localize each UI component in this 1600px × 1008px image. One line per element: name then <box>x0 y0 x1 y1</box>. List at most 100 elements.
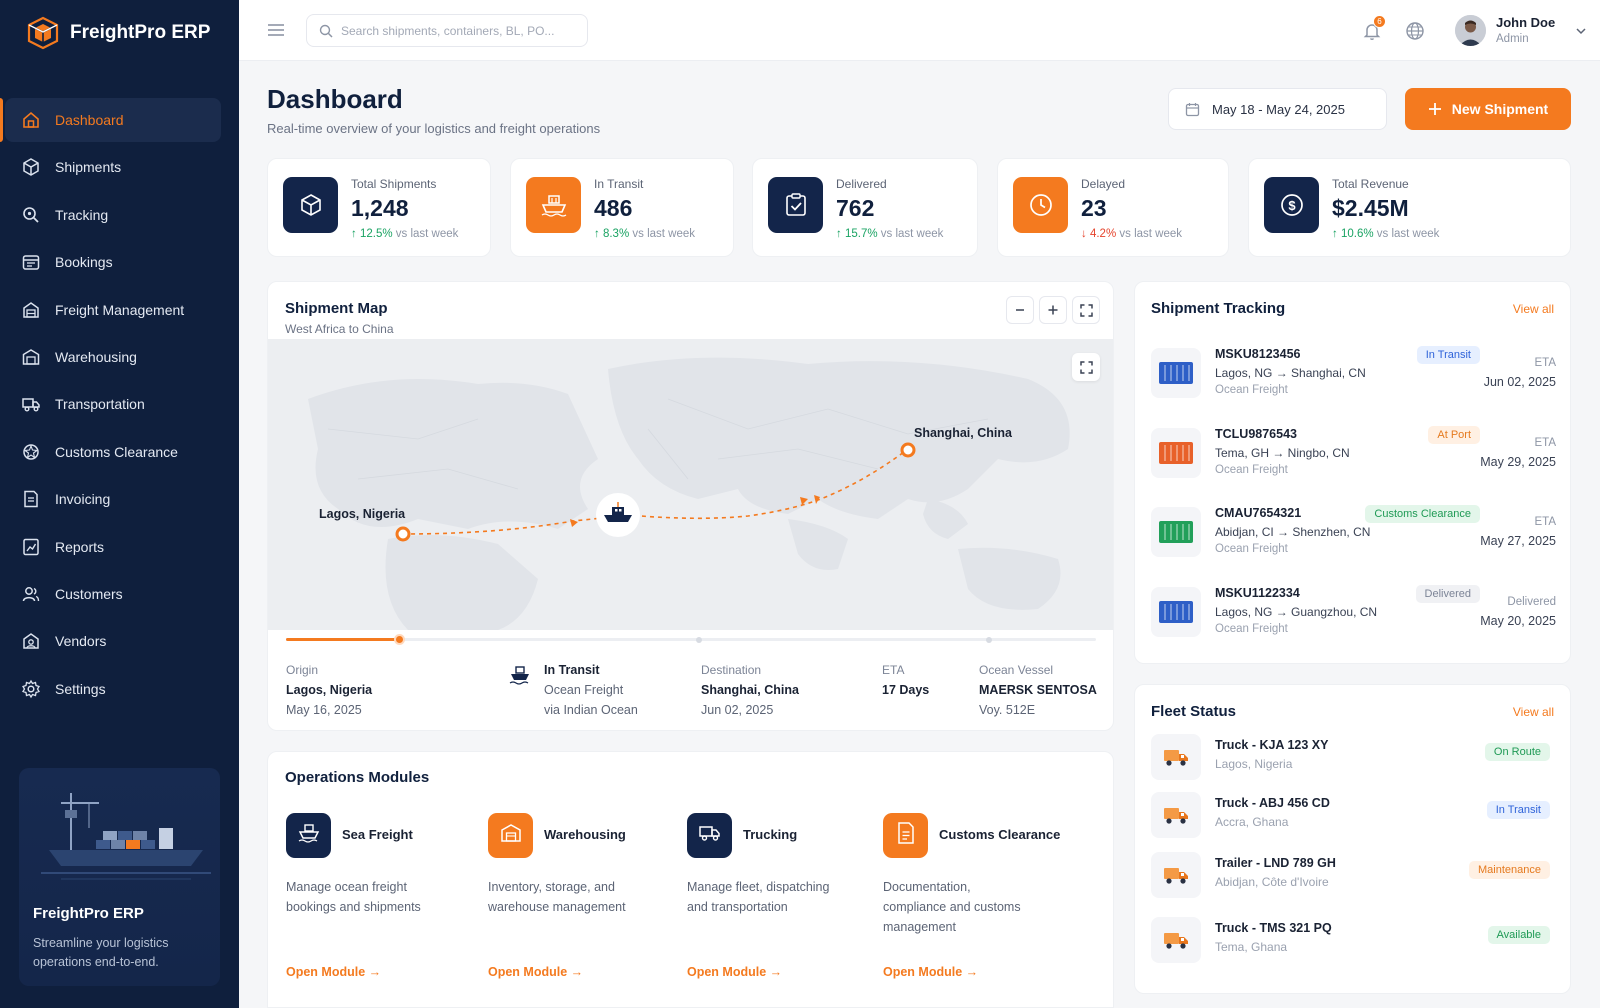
stat-label: Delivered <box>836 177 887 191</box>
tracking-row[interactable]: CMAU7654321 Abidjan, CI → Shenzhen, CN Oce… <box>1151 500 1556 568</box>
sidebar-item-label: Reports <box>55 538 105 555</box>
avatar <box>1455 15 1486 46</box>
open-module-link[interactable]: Open Module → <box>687 965 783 979</box>
search-icon <box>319 24 333 38</box>
trend-suffix: vs last week <box>1376 228 1440 240</box>
eta-date: May 29, 2025 <box>1480 455 1556 469</box>
shipment-map-card: Shipment Map West Africa to China <box>267 281 1114 731</box>
stat-card-in-transit[interactable]: In Transit 486 ↑ 8.3% vs last week <box>510 158 734 257</box>
sidebar-item-bookings[interactable]: Bookings <box>5 240 221 284</box>
sidebar-item-warehousing[interactable]: Warehousing <box>5 335 221 379</box>
zoom-out-button[interactable] <box>1006 296 1034 324</box>
vehicle-name: Truck - TMS 321 PQ <box>1215 921 1332 935</box>
map-destination-label: Shanghai, China <box>914 426 1012 440</box>
tracking-row[interactable]: MSKU1122334 Lagos, NG → Guangzhou, CN Ocea… <box>1151 580 1556 648</box>
sidebar-item-customs-clearance[interactable]: Customs Clearance <box>5 430 221 474</box>
sidebar-item-transportation[interactable]: Transportation <box>5 382 221 426</box>
sidebar-item-dashboard[interactable]: Dashboard <box>0 98 221 142</box>
vessel-marker[interactable] <box>596 493 640 537</box>
vehicle-name: Trailer - LND 789 GH <box>1215 856 1336 870</box>
user-profile[interactable]: John Doe Admin <box>1455 13 1586 49</box>
stat-card-total-revenue[interactable]: $ Total Revenue $2.45M ↑ 10.6% vs last w… <box>1248 158 1571 257</box>
fleet-status-badge: Maintenance <box>1469 861 1550 879</box>
tracking-row[interactable]: MSKU8123456 Lagos, NG → Shanghai, CN Ocean… <box>1151 341 1556 409</box>
sidebar-item-customers[interactable]: Customers <box>5 572 221 616</box>
menu-icon[interactable] <box>267 22 285 38</box>
stat-card-delayed[interactable]: Delayed 23 ↓ 4.2% vs last week <box>997 158 1229 257</box>
truck-icon <box>1151 792 1201 838</box>
fleet-status-badge: On Route <box>1484 743 1550 761</box>
sidebar-item-label: Warehousing <box>55 348 137 365</box>
tracking-view-all-link[interactable]: View all <box>1512 302 1554 316</box>
eta-value: 17 Days <box>882 683 930 697</box>
stat-icon-clipboard <box>768 177 823 233</box>
fleet-row[interactable]: Trailer - LND 789 GH Abidjan, Côte d'Ivoi… <box>1151 852 1556 902</box>
sidebar-item-vendors[interactable]: Vendors <box>5 619 221 663</box>
calendar-icon <box>22 255 40 270</box>
fleet-view-all-link[interactable]: View all <box>1512 705 1554 719</box>
zoom-in-button[interactable] <box>1039 296 1067 324</box>
open-module-link[interactable]: Open Module → <box>883 965 979 979</box>
svg-text:$: $ <box>1288 198 1296 213</box>
sidebar-item-settings[interactable]: Settings <box>5 667 221 711</box>
open-module-link[interactable]: Open Module → <box>488 965 584 979</box>
shipment-route: Abidjan, CI → Shenzhen, CN <box>1215 525 1371 539</box>
map-subtitle: West Africa to China <box>285 322 394 336</box>
fleet-row[interactable]: Truck - KJA 123 XY Lagos, Nigeria On Route <box>1151 734 1556 784</box>
sidebar-item-shipments[interactable]: Shipments <box>5 145 221 189</box>
shipment-route: Lagos, NG → Shanghai, CN <box>1215 366 1366 380</box>
new-shipment-label: New Shipment <box>1451 101 1549 117</box>
clipboard-check-icon <box>785 193 806 216</box>
stat-icon-ship <box>526 177 581 233</box>
fleet-row[interactable]: Truck - TMS 321 PQ Tema, Ghana Available <box>1151 917 1556 967</box>
operations-title: Operations Modules <box>285 769 430 786</box>
shipment-mode: Ocean Freight <box>1215 464 1288 476</box>
fullscreen-button[interactable] <box>1072 296 1100 324</box>
sidebar-item-tracking[interactable]: Tracking <box>5 193 221 237</box>
sidebar-item-label: Shipments <box>55 159 122 176</box>
logo-icon <box>27 16 59 50</box>
map-title: Shipment Map <box>285 300 388 317</box>
new-shipment-button[interactable]: New Shipment <box>1405 88 1571 130</box>
sidebar-item-label: Vendors <box>55 633 107 650</box>
brand-name: FreightPro ERP <box>70 22 211 43</box>
module-icon <box>488 813 533 858</box>
module-description: Documentation, compliance and customs ma… <box>883 880 1021 934</box>
promo-text: Streamline your logistics operations end… <box>33 936 169 969</box>
promo-title: FreightPro ERP <box>33 905 144 922</box>
date-range-picker[interactable]: May 18 - May 24, 2025 <box>1168 88 1387 130</box>
trend-suffix: vs last week <box>395 228 459 240</box>
container-icon <box>1151 507 1201 557</box>
tracking-row[interactable]: TCLU9876543 Tema, GH → Ningbo, CN Ocean Fr… <box>1151 421 1556 489</box>
stat-trend: ↑ 8.3% vs last week <box>594 228 695 240</box>
map-expand-button[interactable] <box>1072 353 1100 381</box>
globe-icon[interactable] <box>1404 20 1426 42</box>
shipment-route: Tema, GH → Ningbo, CN <box>1215 446 1350 460</box>
shipment-mode: Ocean Freight <box>1215 623 1288 635</box>
sidebar-item-freight-management[interactable]: Freight Management <box>5 288 221 332</box>
customs-icon <box>23 443 39 460</box>
status-badge: At Port <box>1428 426 1480 444</box>
shipment-mode: Ocean Freight <box>1215 543 1288 555</box>
fullscreen-icon <box>1079 303 1093 317</box>
sidebar-item-invoicing[interactable]: Invoicing <box>5 477 221 521</box>
brand[interactable]: FreightPro ERP <box>26 16 210 50</box>
stat-card-delivered[interactable]: Delivered 762 ↑ 15.7% vs last week <box>752 158 978 257</box>
sidebar-item-label: Freight Management <box>55 301 185 318</box>
sidebar-item-reports[interactable]: Reports <box>5 525 221 569</box>
vessel-voyage: Voy. 512E <box>979 703 1036 717</box>
stat-trend: ↓ 4.2% vs last week <box>1081 228 1182 240</box>
truck-icon <box>1151 734 1201 780</box>
module-description: Manage fleet, dispatching and transporta… <box>687 880 830 914</box>
stat-icon-dollar: $ <box>1264 177 1319 233</box>
report-icon <box>23 538 39 555</box>
open-module-link[interactable]: Open Module → <box>286 965 382 979</box>
fleet-row[interactable]: Truck - ABJ 456 CD Accra, Ghana In Transit <box>1151 792 1556 842</box>
map-canvas[interactable]: Lagos, Nigeria Shanghai, China <box>268 339 1113 630</box>
eta-label: ETA <box>882 663 905 677</box>
route-waypoint <box>986 636 992 643</box>
search-input[interactable] <box>341 23 581 38</box>
module-icon <box>687 813 732 858</box>
stat-card-total-shipments[interactable]: Total Shipments 1,248 ↑ 12.5% vs last we… <box>267 158 491 257</box>
status-value: In Transit <box>544 663 600 677</box>
